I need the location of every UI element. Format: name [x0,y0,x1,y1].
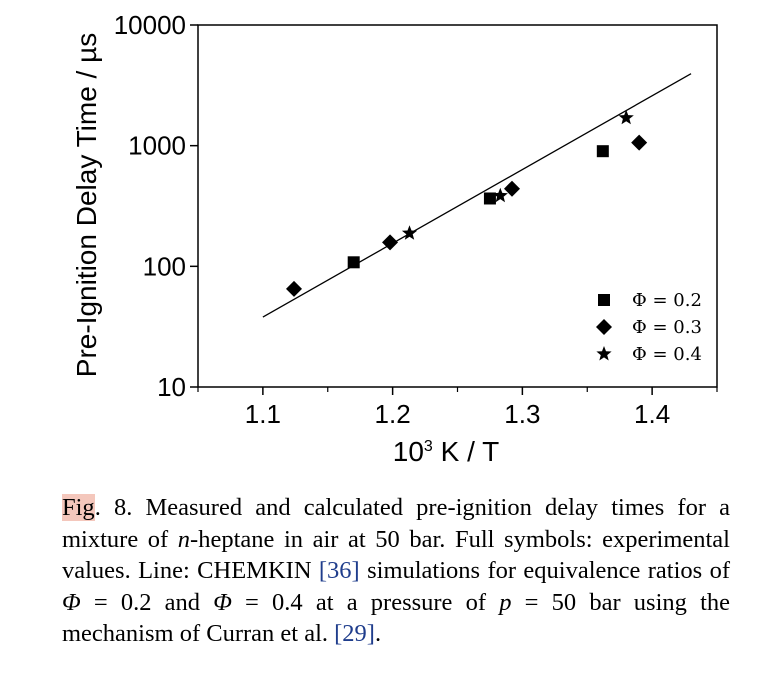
caption-text-2: -heptane in air at 50 bar. Full symbols:… [62,525,730,585]
figure-caption: Fig. 8. Measured and calculated pre-igni… [62,492,730,650]
data-point-diamond [503,180,520,197]
caption-phi-2: Φ [213,588,232,616]
legend-marker-star [596,346,612,361]
caption-text-7: . [374,620,382,647]
data-point-square [483,192,496,205]
legend-label: Φ = 0.3 [632,317,702,338]
y-tick-label: 100 [143,251,186,281]
caption-text-4: = 0.2 and [80,588,214,616]
caption-text-1: Measured and calculated pre-ignition del… [62,494,731,553]
legend-marker-diamond [596,319,612,335]
x-tick-label: 1.2 [375,399,411,429]
data-point-square [347,256,360,269]
data-point-diamond [382,234,399,251]
legend-marker-square [598,294,610,306]
data-points [286,109,648,297]
y-tick-label: 10000 [114,10,186,40]
caption-n: n [177,525,191,553]
legend-label: Φ = 0.4 [632,344,702,365]
data-point-star [401,225,418,240]
caption-p: p [499,588,512,616]
caption-phi-1: Φ [62,588,81,616]
caption-text-6: = 50 bar using the mechanism of Curran e… [62,588,730,648]
data-point-diamond [631,134,648,151]
legend: Φ = 0.2 Φ = 0.3 Φ = 0.4 [596,290,702,365]
reference-link-29[interactable]: [29] [334,620,375,647]
x-tick-label: 1.3 [504,399,540,429]
caption-text-5: = 0.4 at a pressure of [231,588,500,616]
chemkin-line [262,73,692,318]
x-tick-label: 1.1 [245,399,281,429]
data-point-star [492,187,508,203]
x-axis-ticks: 1.1 1.2 1.3 1.4 [197,387,718,429]
data-point-square [596,145,609,158]
reference-link-36[interactable]: [36] [318,557,360,584]
caption-fig-word: Fig [62,494,95,521]
y-axis-title: Pre-Ignition Delay Time / µs [71,33,102,377]
legend-label: Φ = 0.2 [632,290,702,311]
y-tick-label: 10 [157,372,186,402]
x-tick-label: 1.4 [634,399,670,429]
y-tick-label: 1000 [128,131,186,161]
data-point-diamond [286,280,303,297]
data-point-star [618,109,634,125]
chemkin-simulation-line [262,73,692,318]
caption-figure-number: . 8. [94,494,133,521]
x-axis-title: 103 K / T [393,436,499,467]
caption-text-3: simulations for equivalence ratios of [359,557,730,584]
y-axis-ticks: 10 100 1000 10000 [114,10,198,402]
